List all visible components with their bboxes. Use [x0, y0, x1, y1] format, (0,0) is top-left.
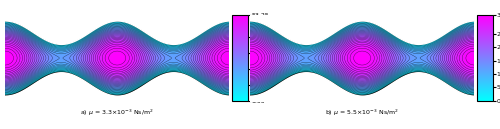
Text: b) $\mu$ = 5.5$\times$10$^{-3}$ Ns/m$^2$: b) $\mu$ = 5.5$\times$10$^{-3}$ Ns/m$^2$ [325, 107, 399, 118]
Y-axis label: u: u [272, 54, 278, 63]
Text: a) $\mu$ = 3.3$\times$10$^{-3}$ Ns/m$^2$: a) $\mu$ = 3.3$\times$10$^{-3}$ Ns/m$^2$ [80, 107, 154, 118]
